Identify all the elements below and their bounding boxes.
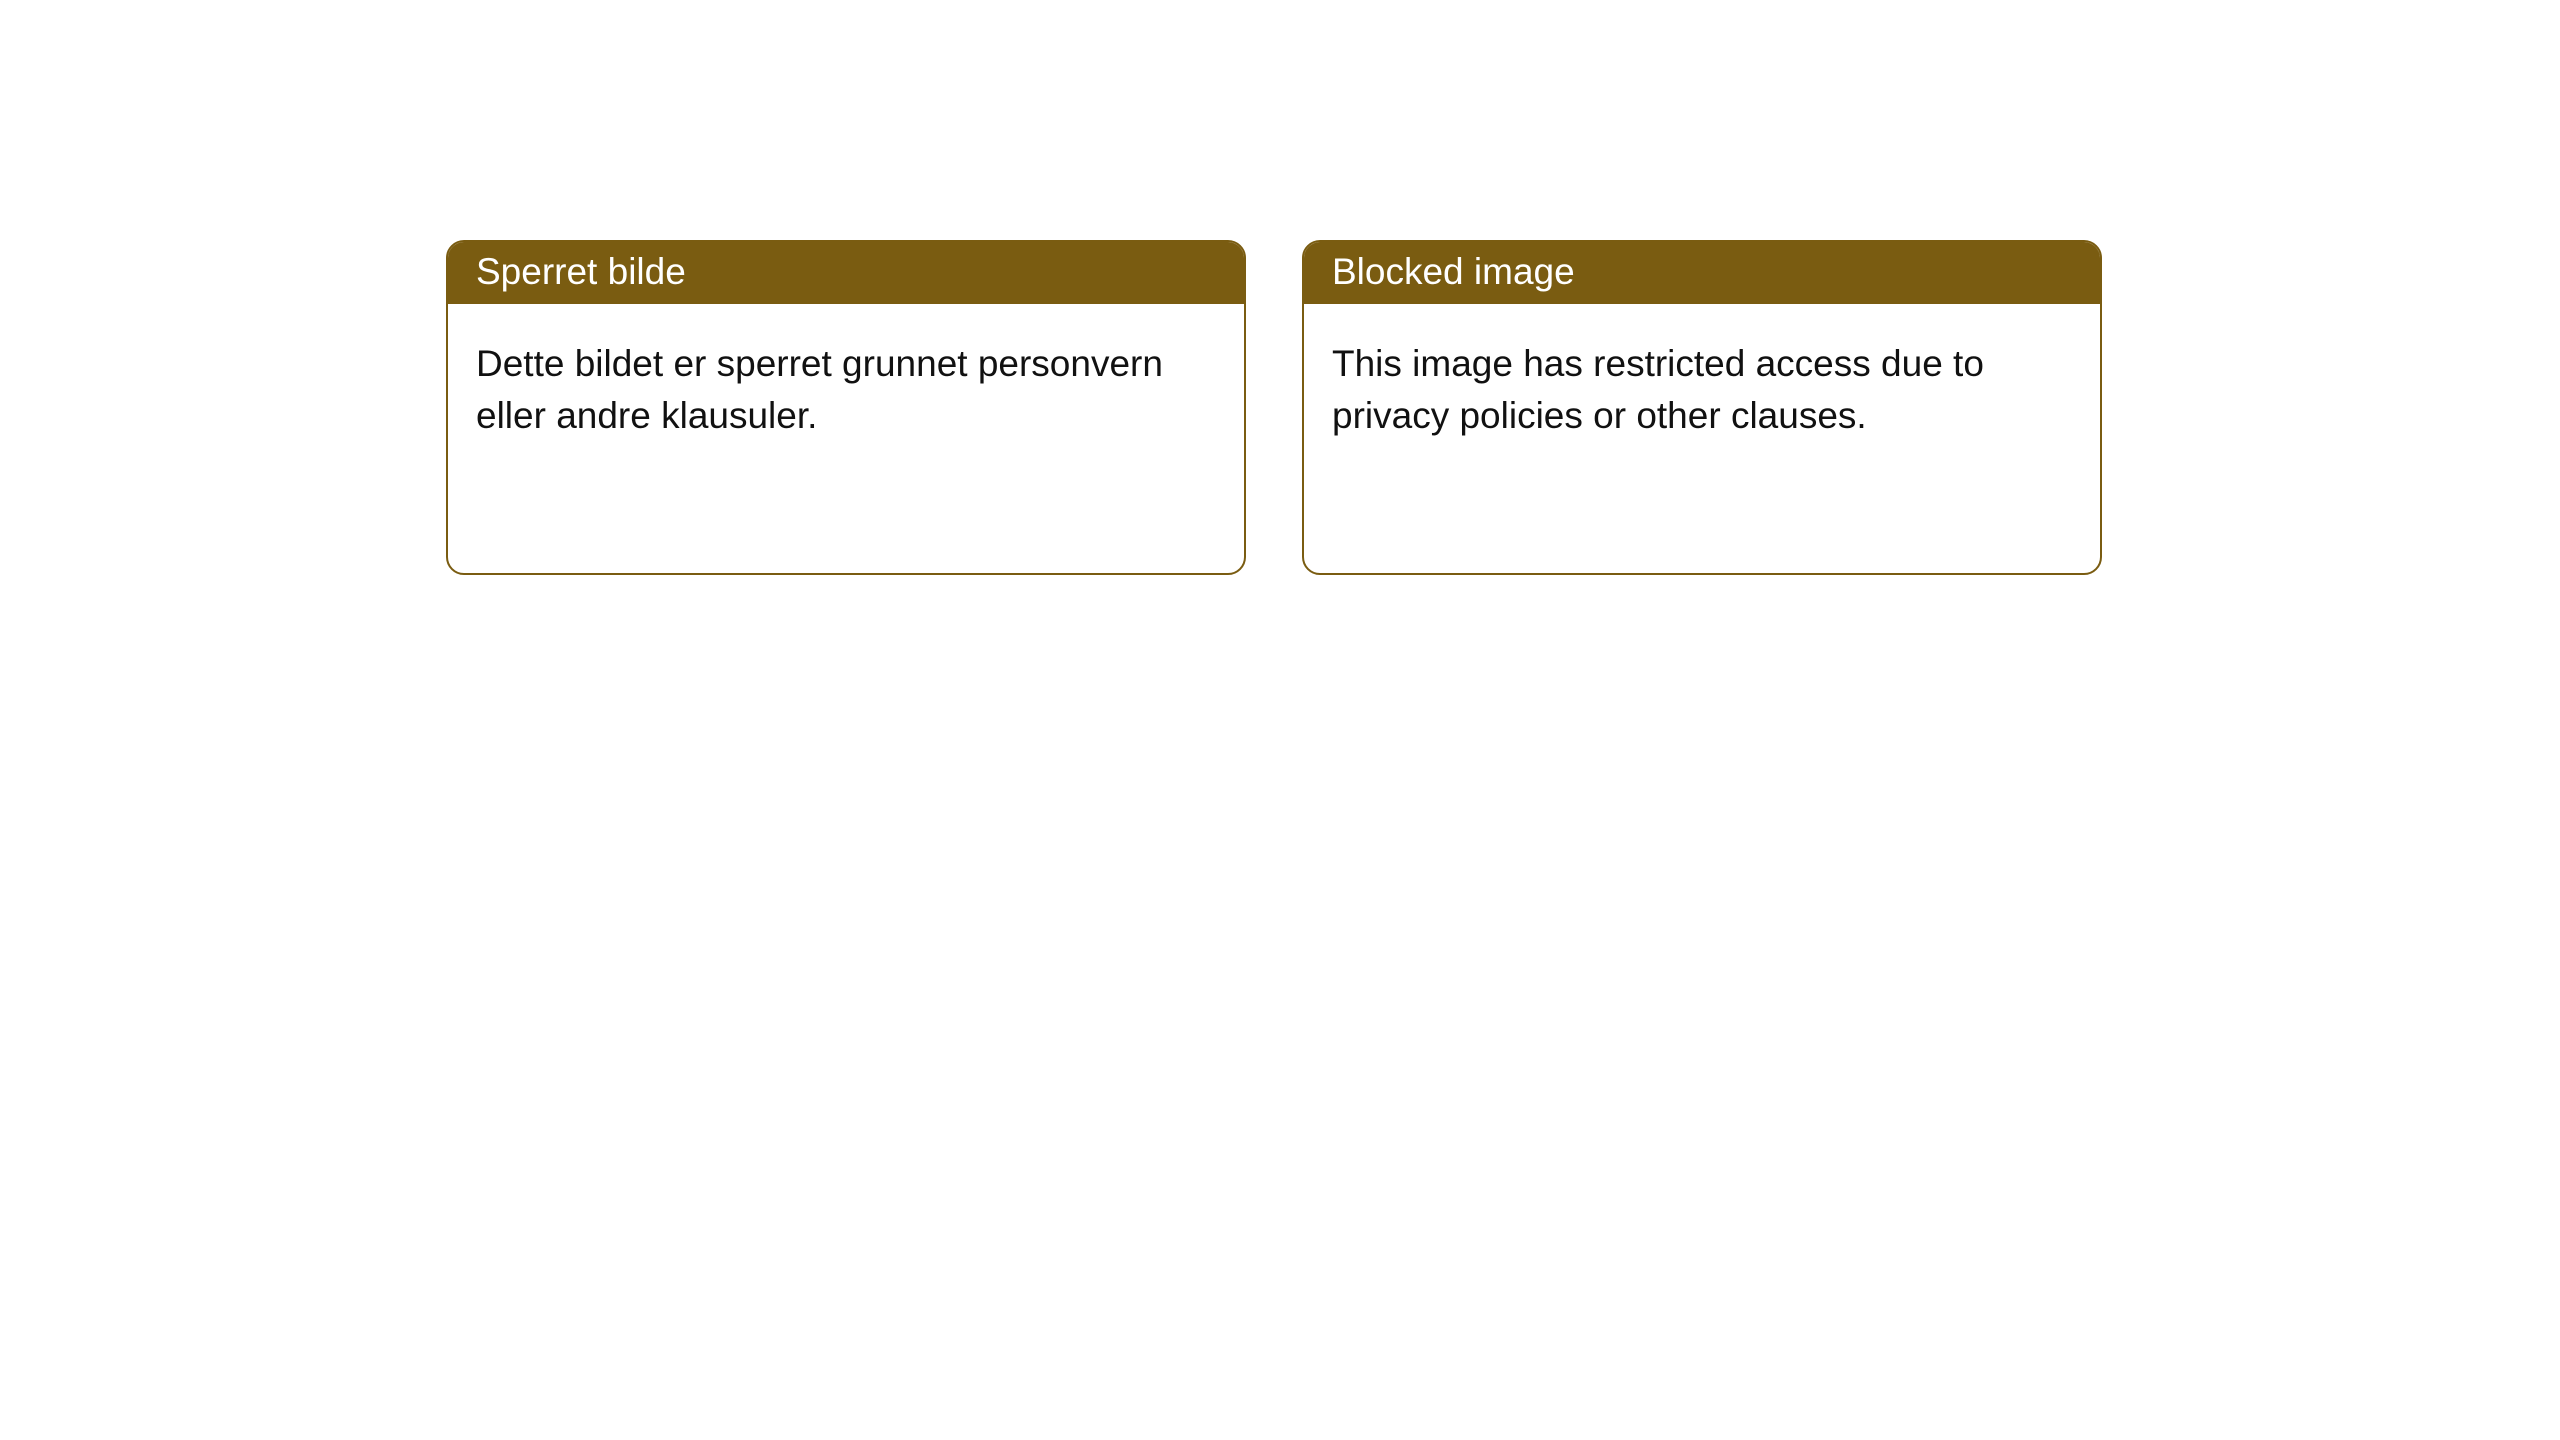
notice-card-norwegian: Sperret bilde Dette bildet er sperret gr… <box>446 240 1246 575</box>
notice-card-title: Blocked image <box>1304 242 2100 304</box>
notice-card-english: Blocked image This image has restricted … <box>1302 240 2102 575</box>
notice-card-title: Sperret bilde <box>448 242 1244 304</box>
notice-card-body: Dette bildet er sperret grunnet personve… <box>448 304 1244 470</box>
notice-card-body: This image has restricted access due to … <box>1304 304 2100 470</box>
notice-cards-container: Sperret bilde Dette bildet er sperret gr… <box>0 0 2560 575</box>
